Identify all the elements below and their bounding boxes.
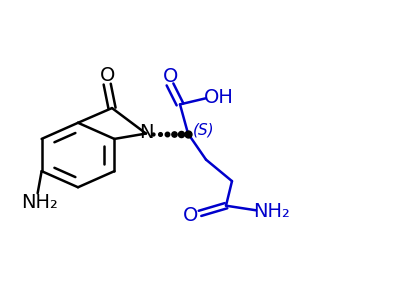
Text: (S): (S) [192, 123, 214, 138]
Text: O: O [163, 67, 178, 86]
Text: OH: OH [204, 88, 234, 107]
Text: NH₂: NH₂ [21, 193, 58, 212]
Text: O: O [100, 66, 116, 85]
Text: NH₂: NH₂ [254, 202, 290, 221]
Text: O: O [183, 206, 198, 225]
Text: N: N [139, 123, 153, 142]
